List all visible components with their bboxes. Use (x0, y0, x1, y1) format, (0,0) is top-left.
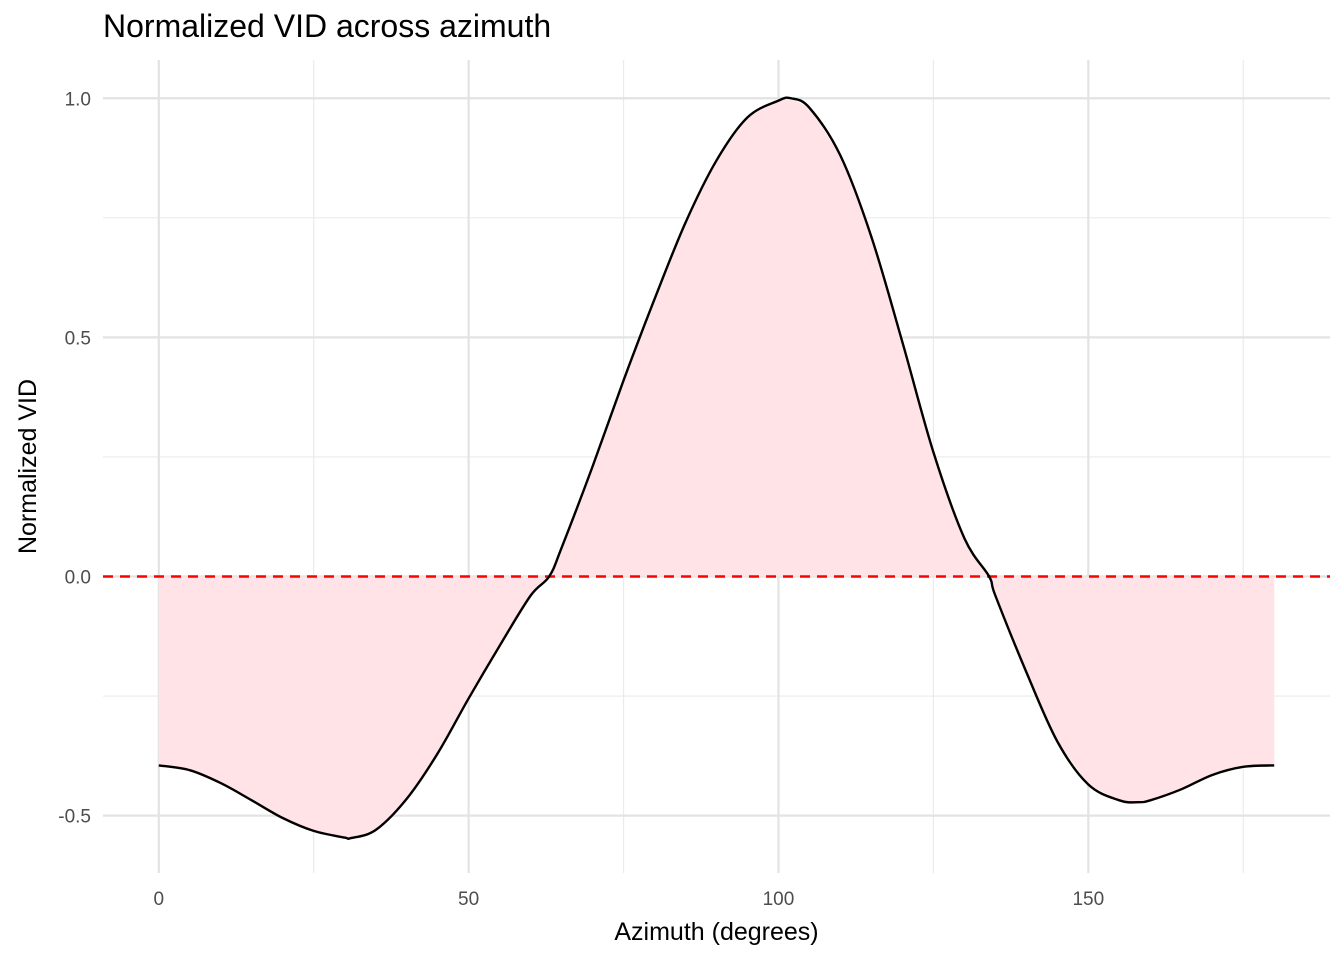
y-axis-title: Normalized VID (14, 379, 42, 554)
y-tick-label: 0.0 (65, 567, 91, 588)
y-tick-label: -0.5 (58, 807, 91, 828)
y-tick-label: 1.0 (65, 89, 91, 110)
area-fills (158, 98, 1275, 839)
chart-title: Normalized VID across azimuth (103, 8, 552, 44)
x-tick-label: 50 (458, 889, 479, 910)
series-line (158, 96, 1275, 840)
negative-area-fill (158, 98, 1275, 839)
y-tick-label: 0.5 (65, 328, 91, 349)
x-tick-label: 100 (763, 889, 795, 910)
x-axis-title: Azimuth (degrees) (614, 918, 818, 946)
x-tick-label: 150 (1072, 889, 1104, 910)
series-line-group (158, 96, 1275, 840)
tick-labels: 0 50 100 150 -0.5 0.0 0.5 1.0 (58, 89, 1104, 910)
x-tick-label: 0 (153, 889, 164, 910)
